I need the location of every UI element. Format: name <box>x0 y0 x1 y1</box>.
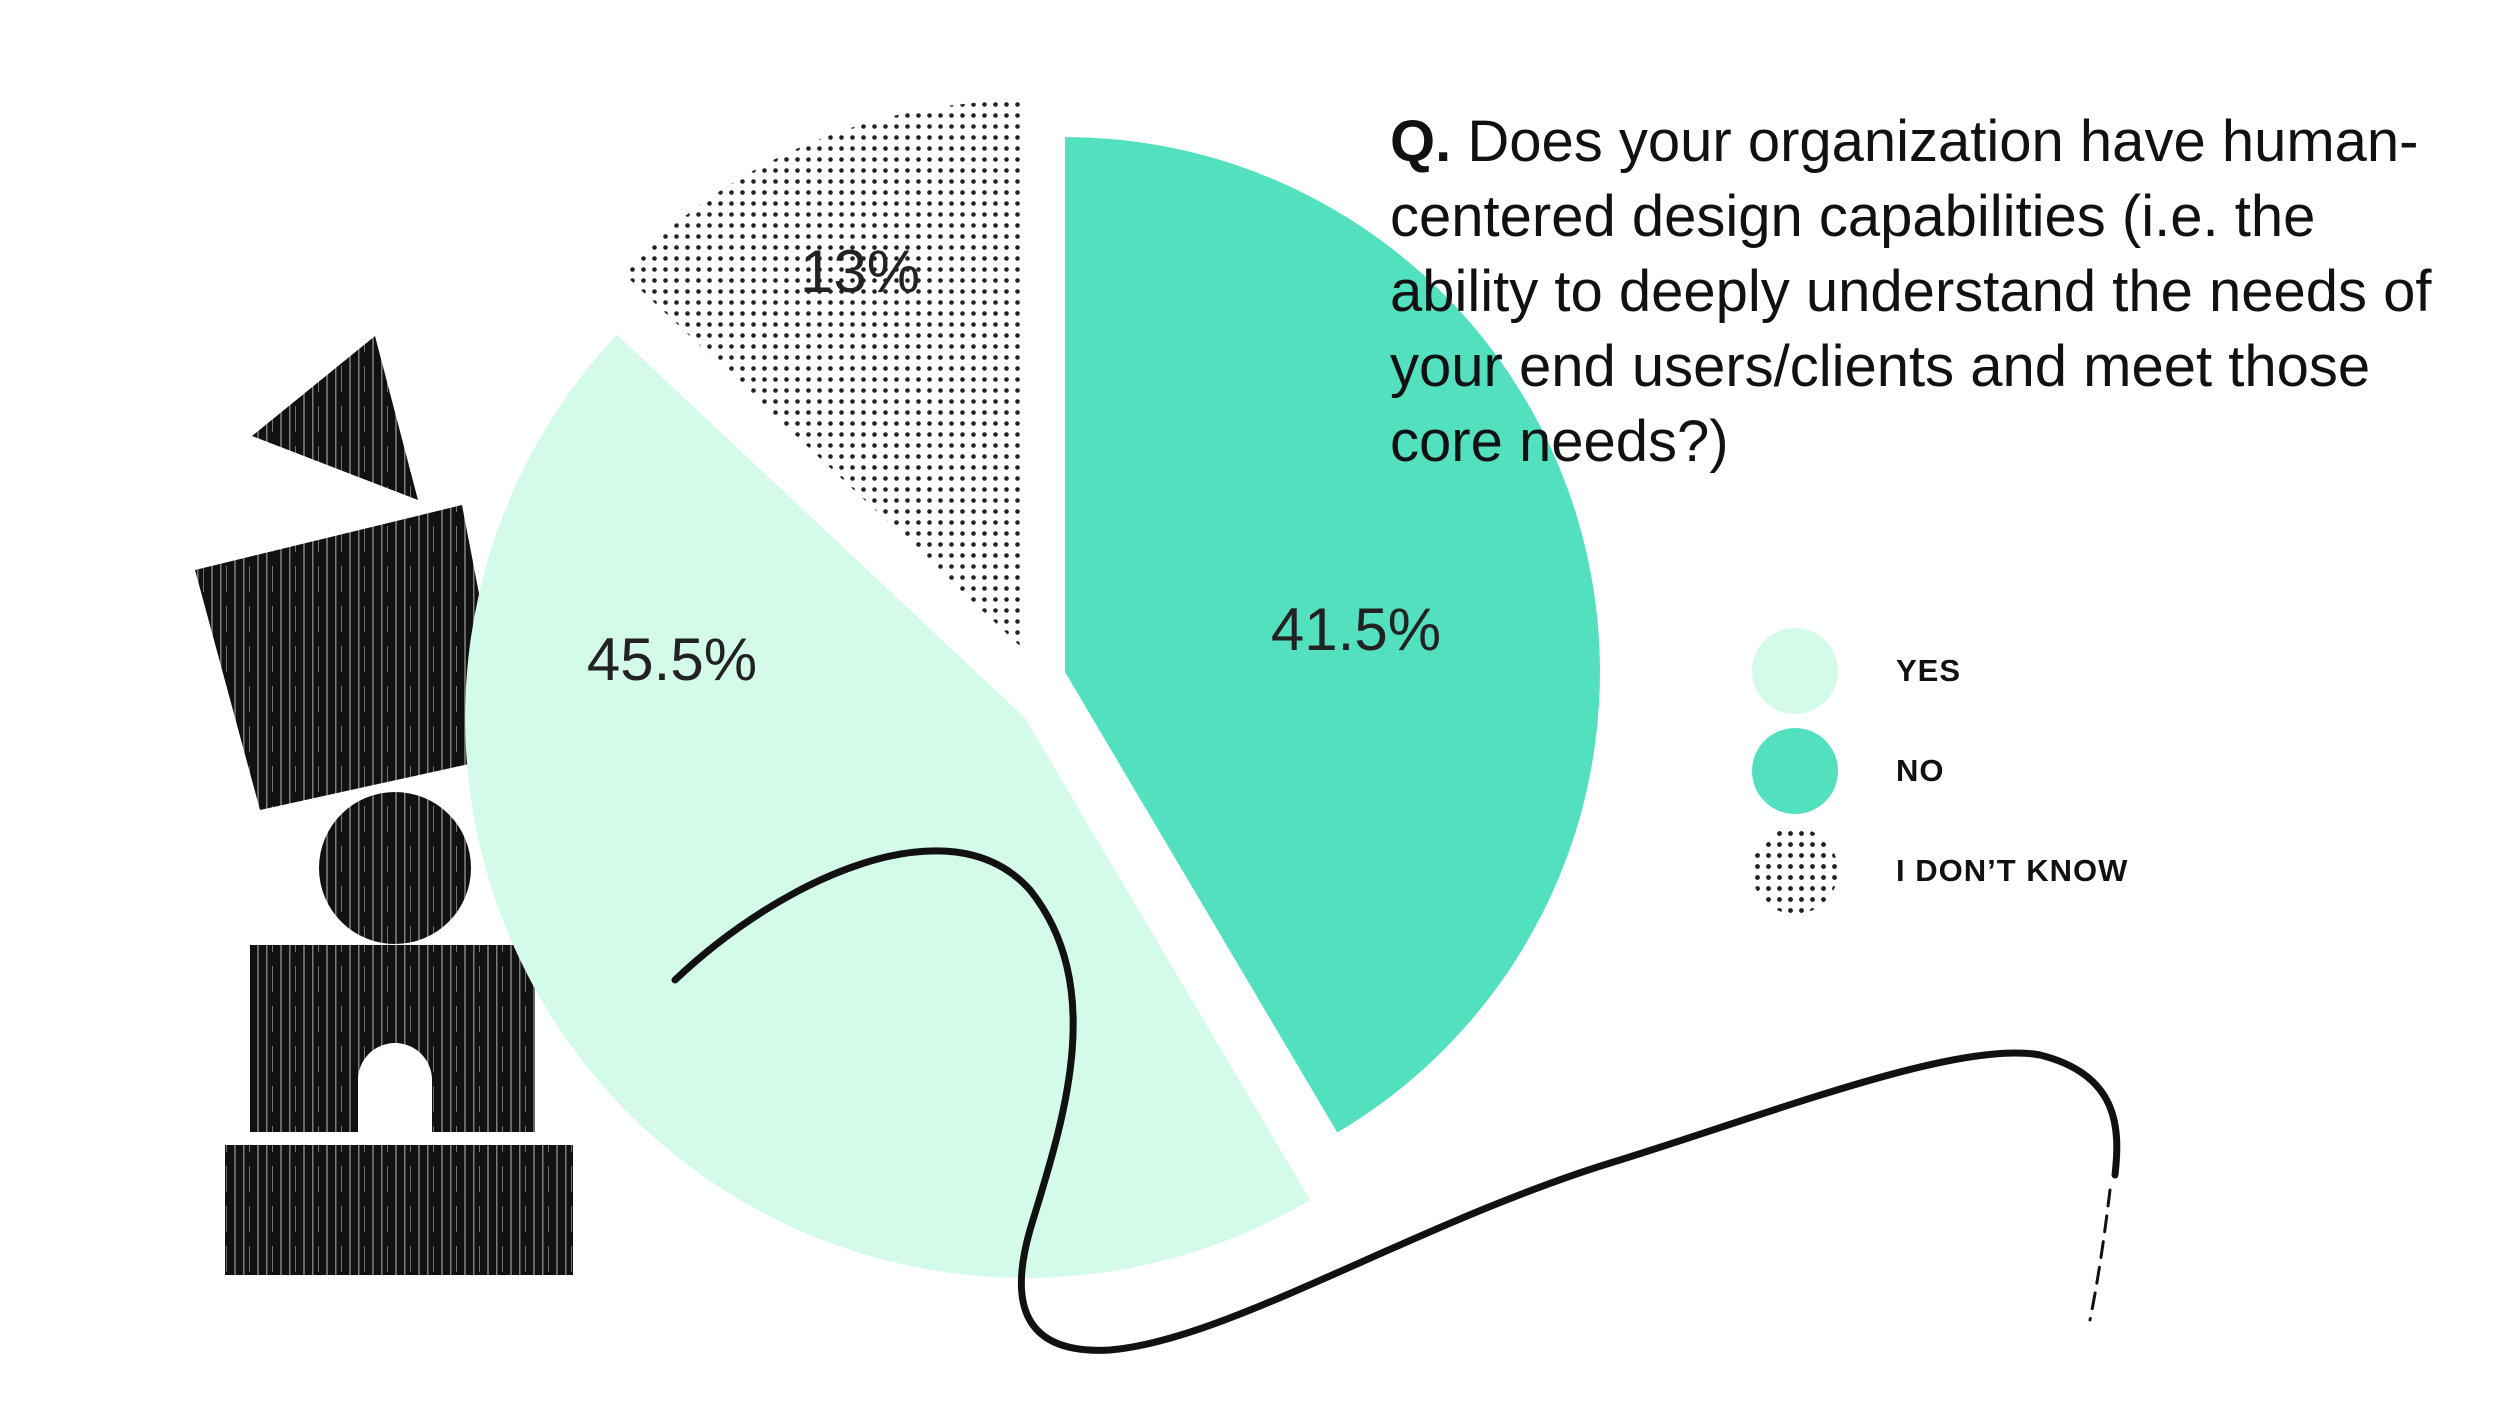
legend-label-no: NO <box>1896 753 1945 788</box>
legend: YES NO I DON’T KNOW <box>1752 628 2128 928</box>
arch-block-shape <box>250 945 535 1132</box>
legend-item-no: NO <box>1752 728 2128 814</box>
decorative-curve-line <box>671 847 2121 1354</box>
slice-label-no: 41.5% <box>1271 596 1441 663</box>
legend-swatch-yes <box>1752 628 1838 714</box>
pie-slices <box>465 101 1600 1278</box>
slice-label-dont-know: 13% <box>800 238 920 305</box>
slice-label-yes: 45.5% <box>587 626 757 693</box>
legend-swatch-dont-know <box>1752 828 1838 914</box>
pie-slice-no <box>1065 137 1600 1133</box>
decorative-curve-tail <box>2088 1188 2112 1322</box>
legend-label-yes: YES <box>1896 653 1962 688</box>
pie-slice-yes <box>465 334 1311 1278</box>
legend-item-dont-know: I DON’T KNOW <box>1752 828 2128 914</box>
legend-label-dont-know: I DON’T KNOW <box>1896 853 2129 888</box>
triangle-block-shape <box>252 336 418 500</box>
legend-item-yes: YES <box>1752 628 2128 714</box>
pie-slice-dont-know <box>622 101 1020 646</box>
circle-block-shape <box>319 792 471 944</box>
square-block-shape <box>195 505 510 810</box>
question-prefix: Q. <box>1390 109 1452 174</box>
stacked-blocks-illustration <box>195 336 573 1275</box>
base-block-shape <box>225 1145 573 1275</box>
question-text: Q. Does your organization have human-cen… <box>1390 104 2450 479</box>
question-body: Does your organization have human-center… <box>1390 109 2432 474</box>
legend-swatch-no <box>1752 728 1838 814</box>
